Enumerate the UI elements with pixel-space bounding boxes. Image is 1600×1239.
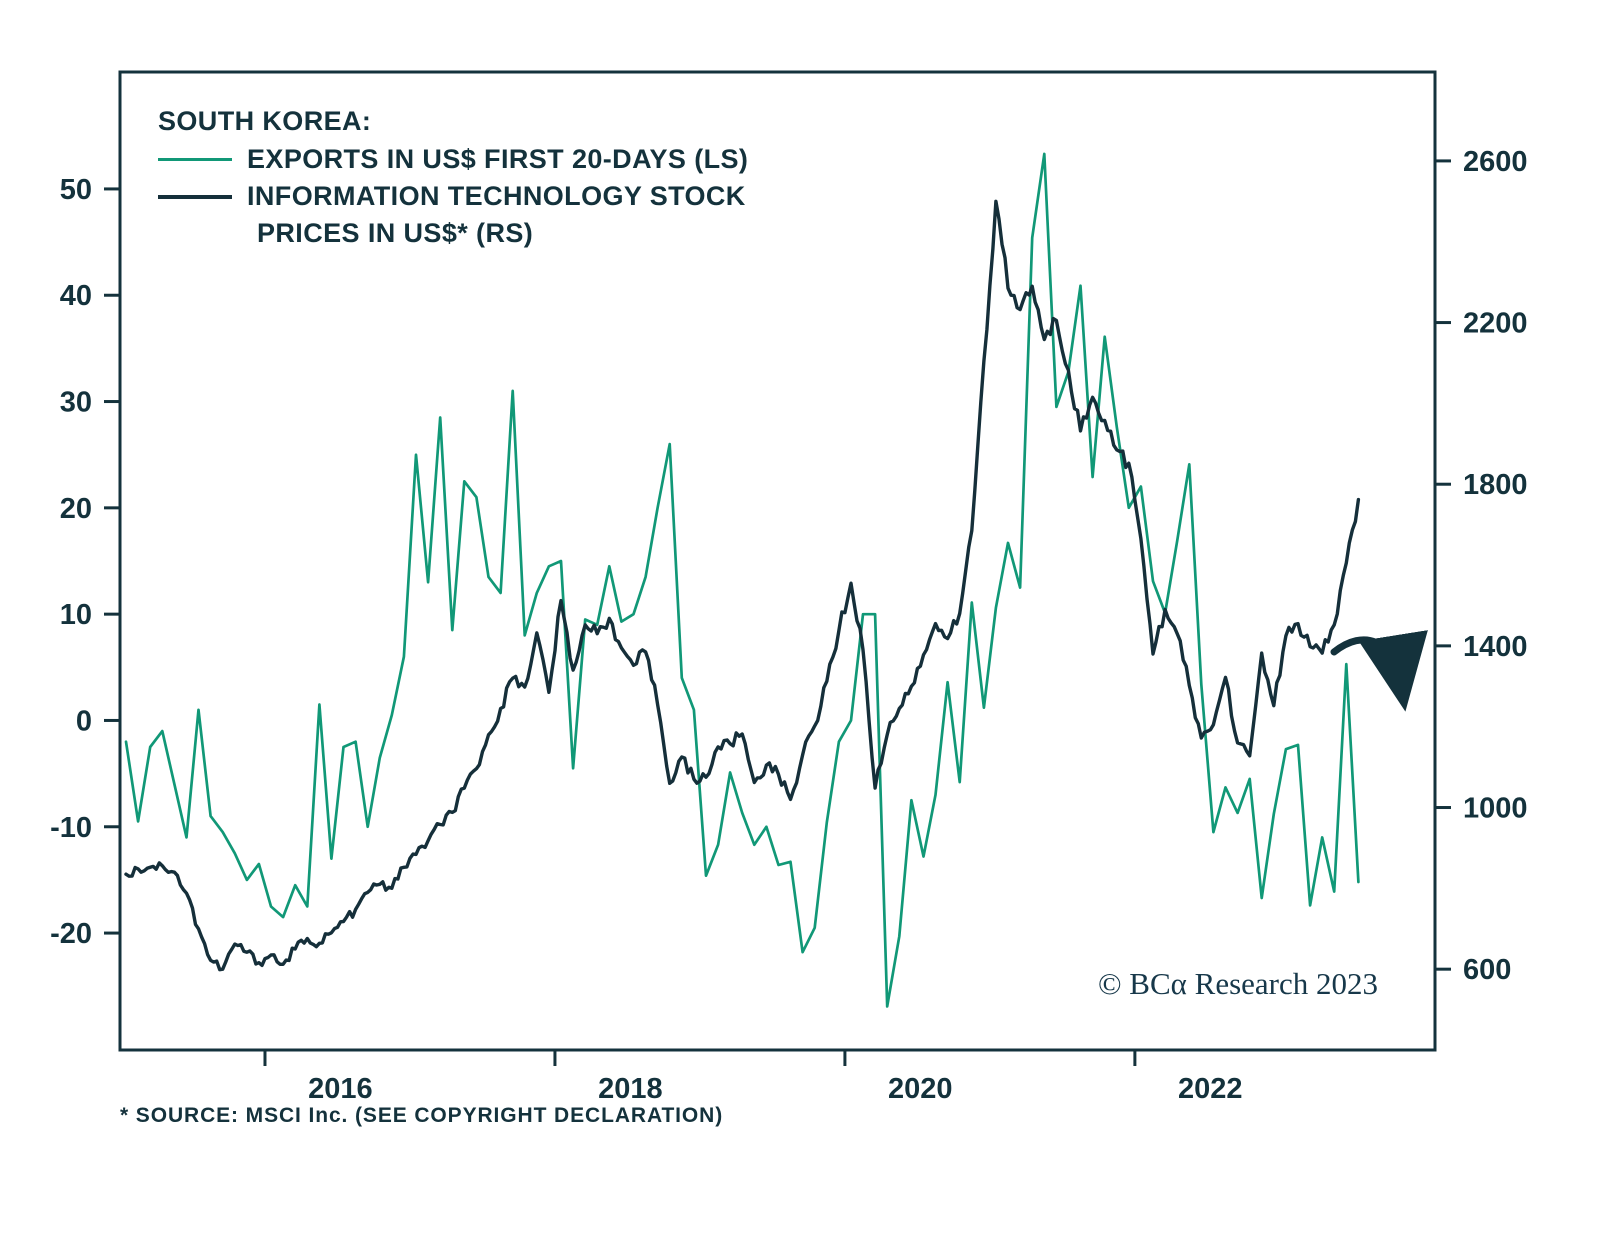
series-it-stocks-line <box>124 199 1361 972</box>
left-axis-tick-label: 30 <box>60 387 92 419</box>
left-axis-tick-label: 0 <box>76 705 92 737</box>
series-exports-line <box>124 152 1360 1008</box>
right-axis-tick-label: 2600 <box>1463 146 1528 178</box>
legend-entry-exports-label: EXPORTS IN US$ FIRST 20-DAYS (LS) <box>247 144 749 174</box>
left-axis-tick-label: 40 <box>60 280 92 312</box>
left-axis-tick-label: -10 <box>50 812 92 844</box>
legend-entry-it-stocks: INFORMATION TECHNOLOGY STOCK <box>158 178 748 215</box>
x-axis-tick-label: 2020 <box>888 1073 953 1105</box>
legend-entry-it-stocks-wrap: PRICES IN US$* (RS) <box>158 215 748 252</box>
left-axis-tick-label: 10 <box>60 599 92 631</box>
right-axis-tick-label: 1800 <box>1463 469 1528 501</box>
right-axis-tick-label: 1000 <box>1463 793 1528 825</box>
left-axis-tick-label: 50 <box>60 174 92 206</box>
legend-entry-it-stocks-label-line1: INFORMATION TECHNOLOGY STOCK <box>247 181 746 211</box>
right-axis-tick-label: 2200 <box>1463 308 1528 340</box>
legend-entry-it-stocks-label-line2: PRICES IN US$* (RS) <box>257 218 534 248</box>
x-axis-tick-label: 2018 <box>598 1073 663 1105</box>
chart-title: SOUTH KOREA: <box>158 106 372 136</box>
it-stocks-line-swatch <box>158 194 232 199</box>
right-axis-tick-label: 1400 <box>1463 631 1528 663</box>
left-axis-tick-label: -20 <box>50 918 92 950</box>
copyright-note: © BCα Research 2023 <box>1098 966 1378 1001</box>
chart-legend: SOUTH KOREA: EXPORTS IN US$ FIRST 20-DAY… <box>158 106 748 252</box>
x-axis-tick-label: 2022 <box>1178 1073 1243 1105</box>
plot-frame <box>118 70 1437 1052</box>
source-note: * SOURCE: MSCI Inc. (SEE COPYRIGHT DECLA… <box>120 1104 724 1127</box>
left-axis-tick-label: 20 <box>60 493 92 525</box>
forecast-arrow-icon <box>1330 630 1428 712</box>
right-axis-tick-label: 600 <box>1463 954 1511 986</box>
x-axis-tick-label: 2016 <box>308 1073 373 1105</box>
legend-entry-exports: EXPORTS IN US$ FIRST 20-DAYS (LS) <box>158 141 748 178</box>
exports-line-swatch <box>158 158 232 161</box>
